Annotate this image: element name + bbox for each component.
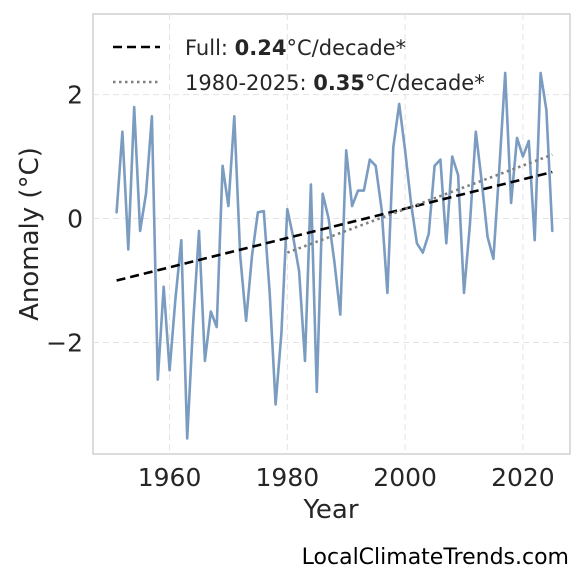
- anomaly-line: [115, 71, 554, 440]
- legend-label: Full: 0.24°C/decade*: [185, 36, 406, 60]
- series-layer: [115, 71, 554, 440]
- x-tick-label: 1960: [138, 463, 202, 492]
- tick-labels: 1960 1980 2000 2020 −2 0 2: [46, 81, 555, 492]
- trend-full-line: [116, 170, 553, 282]
- y-tick-label: −2: [46, 328, 83, 357]
- x-tick-label: 1980: [256, 463, 320, 492]
- x-tick-label: 2000: [373, 463, 437, 492]
- credit-text: LocalClimateTrends.com: [301, 545, 569, 570]
- legend: Full: 0.24°C/decade* 1980-2025: 0.35°C/de…: [113, 36, 485, 95]
- y-tick-label: 0: [67, 205, 83, 234]
- y-axis-label: Anomaly (°C): [15, 147, 45, 321]
- trend-recent-line: [286, 153, 553, 254]
- legend-label: 1980-2025: 0.35°C/decade*: [185, 71, 485, 95]
- y-tick-label: 2: [67, 81, 83, 110]
- x-tick-label: 2020: [491, 463, 555, 492]
- x-axis-label: Year: [302, 495, 358, 525]
